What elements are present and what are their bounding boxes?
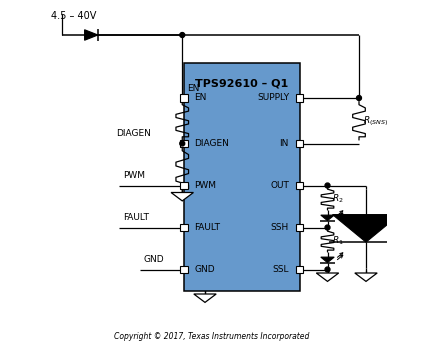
- Circle shape: [325, 183, 330, 188]
- Text: IN: IN: [279, 139, 289, 148]
- Bar: [180, 182, 188, 189]
- Bar: [184, 63, 299, 290]
- Bar: [180, 266, 188, 273]
- Text: $R_2$: $R_2$: [332, 193, 343, 205]
- Circle shape: [180, 33, 185, 37]
- Bar: [296, 266, 303, 273]
- Bar: [180, 224, 188, 231]
- Text: EN: EN: [187, 84, 200, 93]
- Bar: [296, 182, 303, 189]
- Text: EN: EN: [195, 93, 207, 103]
- Circle shape: [325, 225, 330, 230]
- Polygon shape: [194, 294, 216, 302]
- Bar: [296, 140, 303, 147]
- Polygon shape: [355, 273, 377, 281]
- Text: DIAGEN: DIAGEN: [116, 129, 151, 138]
- Text: FAULT: FAULT: [123, 213, 149, 222]
- Polygon shape: [85, 30, 98, 40]
- Text: DIAGEN: DIAGEN: [195, 139, 229, 148]
- Text: GND: GND: [195, 265, 215, 274]
- Text: PWM: PWM: [195, 181, 217, 190]
- Circle shape: [325, 267, 330, 272]
- Polygon shape: [321, 257, 334, 262]
- Bar: [180, 94, 188, 102]
- Bar: [180, 140, 188, 147]
- Text: SSH: SSH: [271, 223, 289, 232]
- Bar: [296, 224, 303, 231]
- Polygon shape: [316, 273, 339, 281]
- Polygon shape: [332, 215, 399, 242]
- Text: GND: GND: [144, 255, 165, 264]
- Polygon shape: [321, 215, 334, 220]
- Polygon shape: [171, 193, 193, 201]
- Text: SUPPLY: SUPPLY: [257, 93, 289, 103]
- Text: $R_{(SNS)}$: $R_{(SNS)}$: [363, 114, 389, 128]
- Circle shape: [180, 141, 185, 146]
- Text: PWM: PWM: [123, 171, 145, 180]
- Text: $R_1$: $R_1$: [332, 234, 343, 247]
- Text: TPS92610 – Q1: TPS92610 – Q1: [195, 79, 288, 89]
- Text: SSL: SSL: [273, 265, 289, 274]
- Text: 4.5 – 40V: 4.5 – 40V: [51, 11, 96, 21]
- Text: Copyright © 2017, Texas Instruments Incorporated: Copyright © 2017, Texas Instruments Inco…: [114, 332, 310, 341]
- Text: OUT: OUT: [270, 181, 289, 190]
- Text: FAULT: FAULT: [195, 223, 220, 232]
- Circle shape: [357, 96, 361, 100]
- Bar: [296, 94, 303, 102]
